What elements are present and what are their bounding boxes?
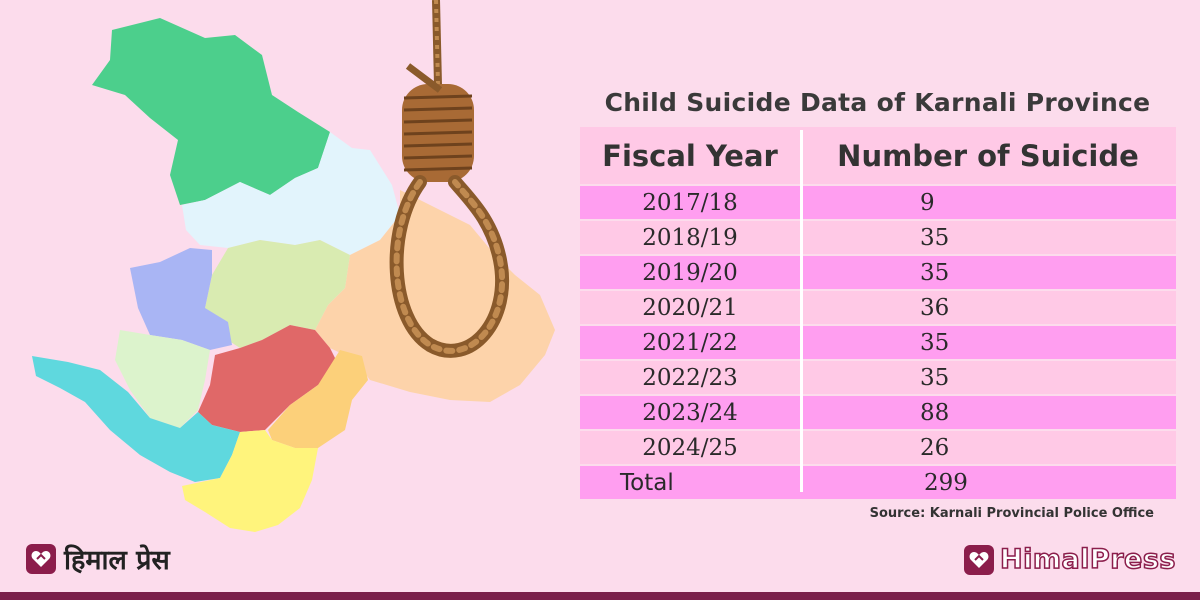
table-row: 2017/18 9 xyxy=(580,186,1176,219)
row-value: 35 xyxy=(920,224,950,251)
row-year: 2022/23 xyxy=(642,364,738,391)
table-header: Fiscal Year Number of Suicide xyxy=(580,127,1176,184)
row-year: 2019/20 xyxy=(642,259,738,286)
suicide-data-table: Fiscal Year Number of Suicide 2017/18 9 … xyxy=(580,127,1176,499)
heart-logo-icon xyxy=(963,544,994,575)
district-peach xyxy=(315,190,555,402)
row-year: 2018/19 xyxy=(642,224,738,251)
row-year: 2021/22 xyxy=(642,329,738,356)
district-lime xyxy=(205,240,350,348)
table-row: 2024/25 26 xyxy=(580,431,1176,464)
district-green xyxy=(92,18,330,205)
district-pale-green xyxy=(115,330,210,428)
district-periwinkle xyxy=(130,248,232,350)
heart-logo-icon xyxy=(26,543,56,574)
total-value: 299 xyxy=(924,469,968,496)
logo-text-english: HimalPress xyxy=(999,543,1176,576)
district-lightblue xyxy=(182,132,400,255)
column-divider xyxy=(800,130,803,492)
row-year: 2023/24 xyxy=(642,399,738,426)
header-number-of-suicide: Number of Suicide xyxy=(837,138,1139,173)
himal-press-english-logo: HimalPress xyxy=(963,543,1176,576)
row-value: 88 xyxy=(920,399,950,426)
logo-text-nepali: हिमाल प्रेस xyxy=(64,545,170,576)
district-yellow xyxy=(182,430,318,532)
row-value: 26 xyxy=(920,434,950,461)
chart-title: Child Suicide Data of Karnali Province xyxy=(604,88,1151,117)
table-row: 2022/23 35 xyxy=(580,361,1176,394)
table-row: 2019/20 35 xyxy=(580,256,1176,289)
karnali-map-illustration xyxy=(32,0,555,532)
district-orange xyxy=(268,350,368,448)
table-row: 2018/19 35 xyxy=(580,221,1176,254)
table-total-row: Total 299 xyxy=(580,466,1176,499)
table-row: 2021/22 35 xyxy=(580,326,1176,359)
row-value: 35 xyxy=(920,329,950,356)
table-row: 2023/24 88 xyxy=(580,396,1176,429)
himal-press-nepali-logo: हिमाल प्रेस xyxy=(26,540,170,577)
district-teal xyxy=(32,356,240,482)
source-note: Source: Karnali Provincial Police Office xyxy=(869,506,1154,521)
noose-icon xyxy=(389,0,509,358)
row-year: 2024/25 xyxy=(642,434,738,461)
bottom-brand-bar xyxy=(0,592,1200,600)
district-red xyxy=(198,325,340,432)
total-label: Total xyxy=(620,469,674,496)
header-fiscal-year: Fiscal Year xyxy=(602,138,778,173)
row-year: 2017/18 xyxy=(642,189,738,216)
row-value: 9 xyxy=(920,189,935,216)
row-value: 36 xyxy=(920,294,950,321)
row-value: 35 xyxy=(920,364,950,391)
table-row: 2020/21 36 xyxy=(580,291,1176,324)
row-year: 2020/21 xyxy=(642,294,738,321)
row-value: 35 xyxy=(920,259,950,286)
